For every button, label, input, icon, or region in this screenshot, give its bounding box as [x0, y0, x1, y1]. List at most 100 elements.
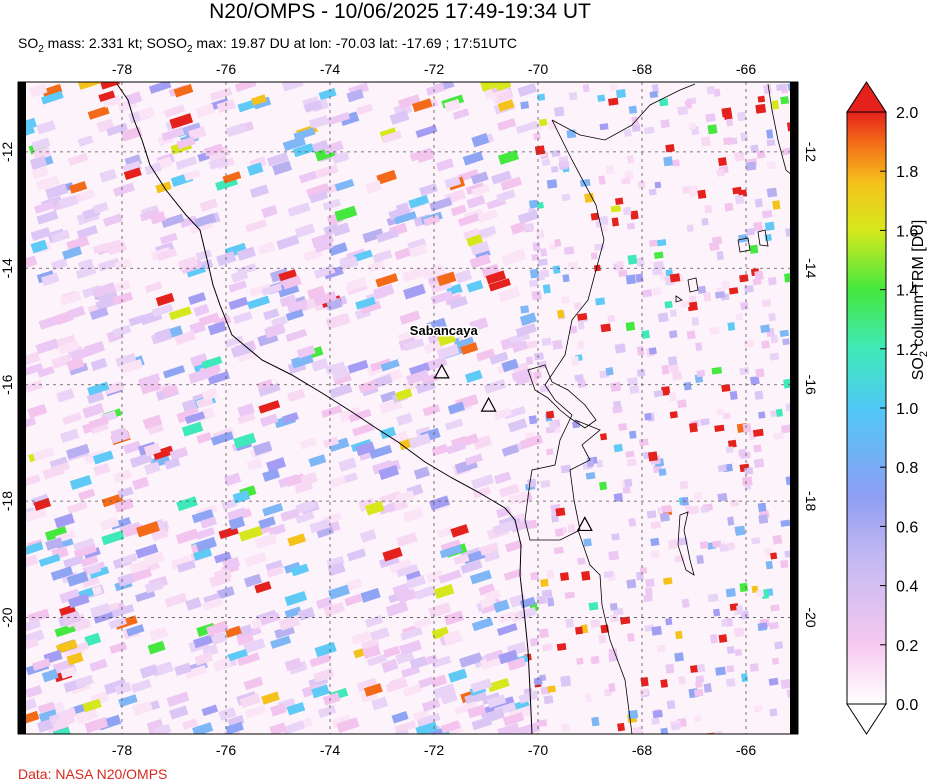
lat-tick-label-left: -12: [0, 142, 15, 162]
so2-pixel: [630, 210, 639, 220]
so2-pixel: [213, 567, 232, 582]
so2-pixel: [460, 559, 483, 574]
volcano-triangle-icon: [576, 516, 593, 532]
so2-pixel: [784, 273, 792, 283]
so2-pixel: [236, 246, 256, 261]
so2-pixel: [423, 356, 448, 372]
so2-pixel: [625, 321, 636, 332]
so2-pixel: [287, 202, 311, 217]
so2-pixel: [632, 726, 643, 734]
so2-pixel: [693, 491, 703, 500]
so2-pixel: [78, 82, 101, 90]
so2-pixel: [201, 597, 224, 611]
so2-pixel: [608, 682, 616, 693]
so2-pixel: [286, 702, 306, 716]
so2-pixel: [714, 424, 725, 432]
so2-pixel: [495, 506, 512, 519]
so2-pixel: [193, 303, 210, 317]
so2-pixel: [511, 340, 529, 353]
so2-pixel: [541, 589, 553, 599]
so2-pixel: [82, 698, 102, 713]
so2-pixel: [723, 137, 733, 145]
so2-pixel: [538, 118, 548, 127]
so2-pixel: [36, 718, 54, 733]
so2-pixel: [681, 598, 690, 609]
so2-pixel: [469, 569, 492, 585]
so2-pixel: [444, 175, 461, 189]
so2-pixel: [20, 380, 44, 395]
so2-pixel: [356, 103, 373, 116]
so2-pixel: [311, 139, 329, 153]
so2-pixel: [41, 668, 59, 683]
so2-pixel: [431, 655, 452, 669]
so2-pixel: [450, 524, 469, 538]
so2-pixel: [761, 340, 770, 349]
colorbar-tick-label: 2.0: [896, 105, 918, 122]
so2-pixel: [261, 283, 283, 297]
so2-pixel: [227, 715, 245, 728]
so2-pixel: [251, 94, 267, 106]
so2-pixel: [724, 202, 734, 212]
so2-pixel: [520, 101, 530, 110]
so2-pixel: [542, 284, 551, 294]
so2-pixel: [381, 130, 403, 144]
so2-pixel: [67, 305, 86, 320]
lon-tick-label-bottom: -78: [112, 742, 132, 758]
so2-pixel: [560, 675, 572, 686]
so2-pixel: [711, 366, 723, 375]
so2-pixel: [628, 517, 637, 527]
so2-pixel: [403, 378, 424, 393]
so2-pixel: [520, 305, 530, 314]
so2-pixel: [648, 188, 657, 196]
so2-pixel: [339, 256, 359, 271]
so2-pixel: [322, 436, 340, 449]
so2-pixel: [31, 137, 51, 151]
so2-pixel: [195, 249, 212, 262]
so2-pixel: [114, 258, 133, 271]
lon-tick-label-top: -78: [112, 61, 132, 77]
so2-pixel: [496, 118, 517, 132]
so2-pixel: [484, 649, 504, 662]
so2-pixel: [485, 270, 507, 285]
so2-pixel: [29, 83, 48, 98]
so2-pixel: [730, 499, 740, 507]
lon-tick-label-top: -72: [424, 61, 444, 77]
so2-pixel: [645, 578, 655, 588]
so2-pixel: [715, 666, 727, 676]
so2-pixel: [668, 330, 678, 339]
so2-pixel: [658, 98, 669, 107]
so2-pixel: [667, 356, 678, 366]
so2-pixel: [207, 371, 230, 385]
so2-pixel: [742, 423, 752, 433]
so2-pixel: [378, 502, 396, 515]
so2-pixel: [274, 624, 296, 639]
so2-pixel: [764, 221, 775, 231]
so2-pixel: [613, 443, 623, 453]
so2-pixel: [309, 190, 329, 204]
so2-pixel: [396, 412, 413, 426]
so2-pixel: [132, 476, 150, 491]
so2-pixel: [615, 197, 624, 205]
so2-pixel: [300, 471, 319, 487]
so2-pixel: [323, 140, 344, 155]
so2-pixel: [210, 631, 228, 645]
so2-pixel: [533, 352, 544, 361]
so2-pixel: [174, 330, 197, 346]
so2-pixel: [725, 446, 734, 454]
so2-pixel: [66, 235, 90, 252]
lat-tick-label-right: -14: [803, 258, 819, 278]
so2-pixel: [780, 678, 792, 690]
so2-pixel: [464, 690, 488, 706]
so2-pixel: [689, 505, 700, 515]
so2-pixel: [92, 282, 117, 299]
lat-tick-label-right: -18: [803, 491, 819, 511]
so2-pixel: [625, 450, 635, 458]
so2-pixel: [414, 323, 434, 338]
so2-pixel: [721, 619, 729, 627]
so2-pixel: [397, 94, 421, 110]
so2-pixel: [408, 433, 432, 449]
so2-pixel: [282, 720, 305, 734]
so2-pixel: [569, 325, 578, 334]
so2-pixel: [247, 295, 271, 310]
lon-tick-label-bottom: -72: [424, 742, 444, 758]
